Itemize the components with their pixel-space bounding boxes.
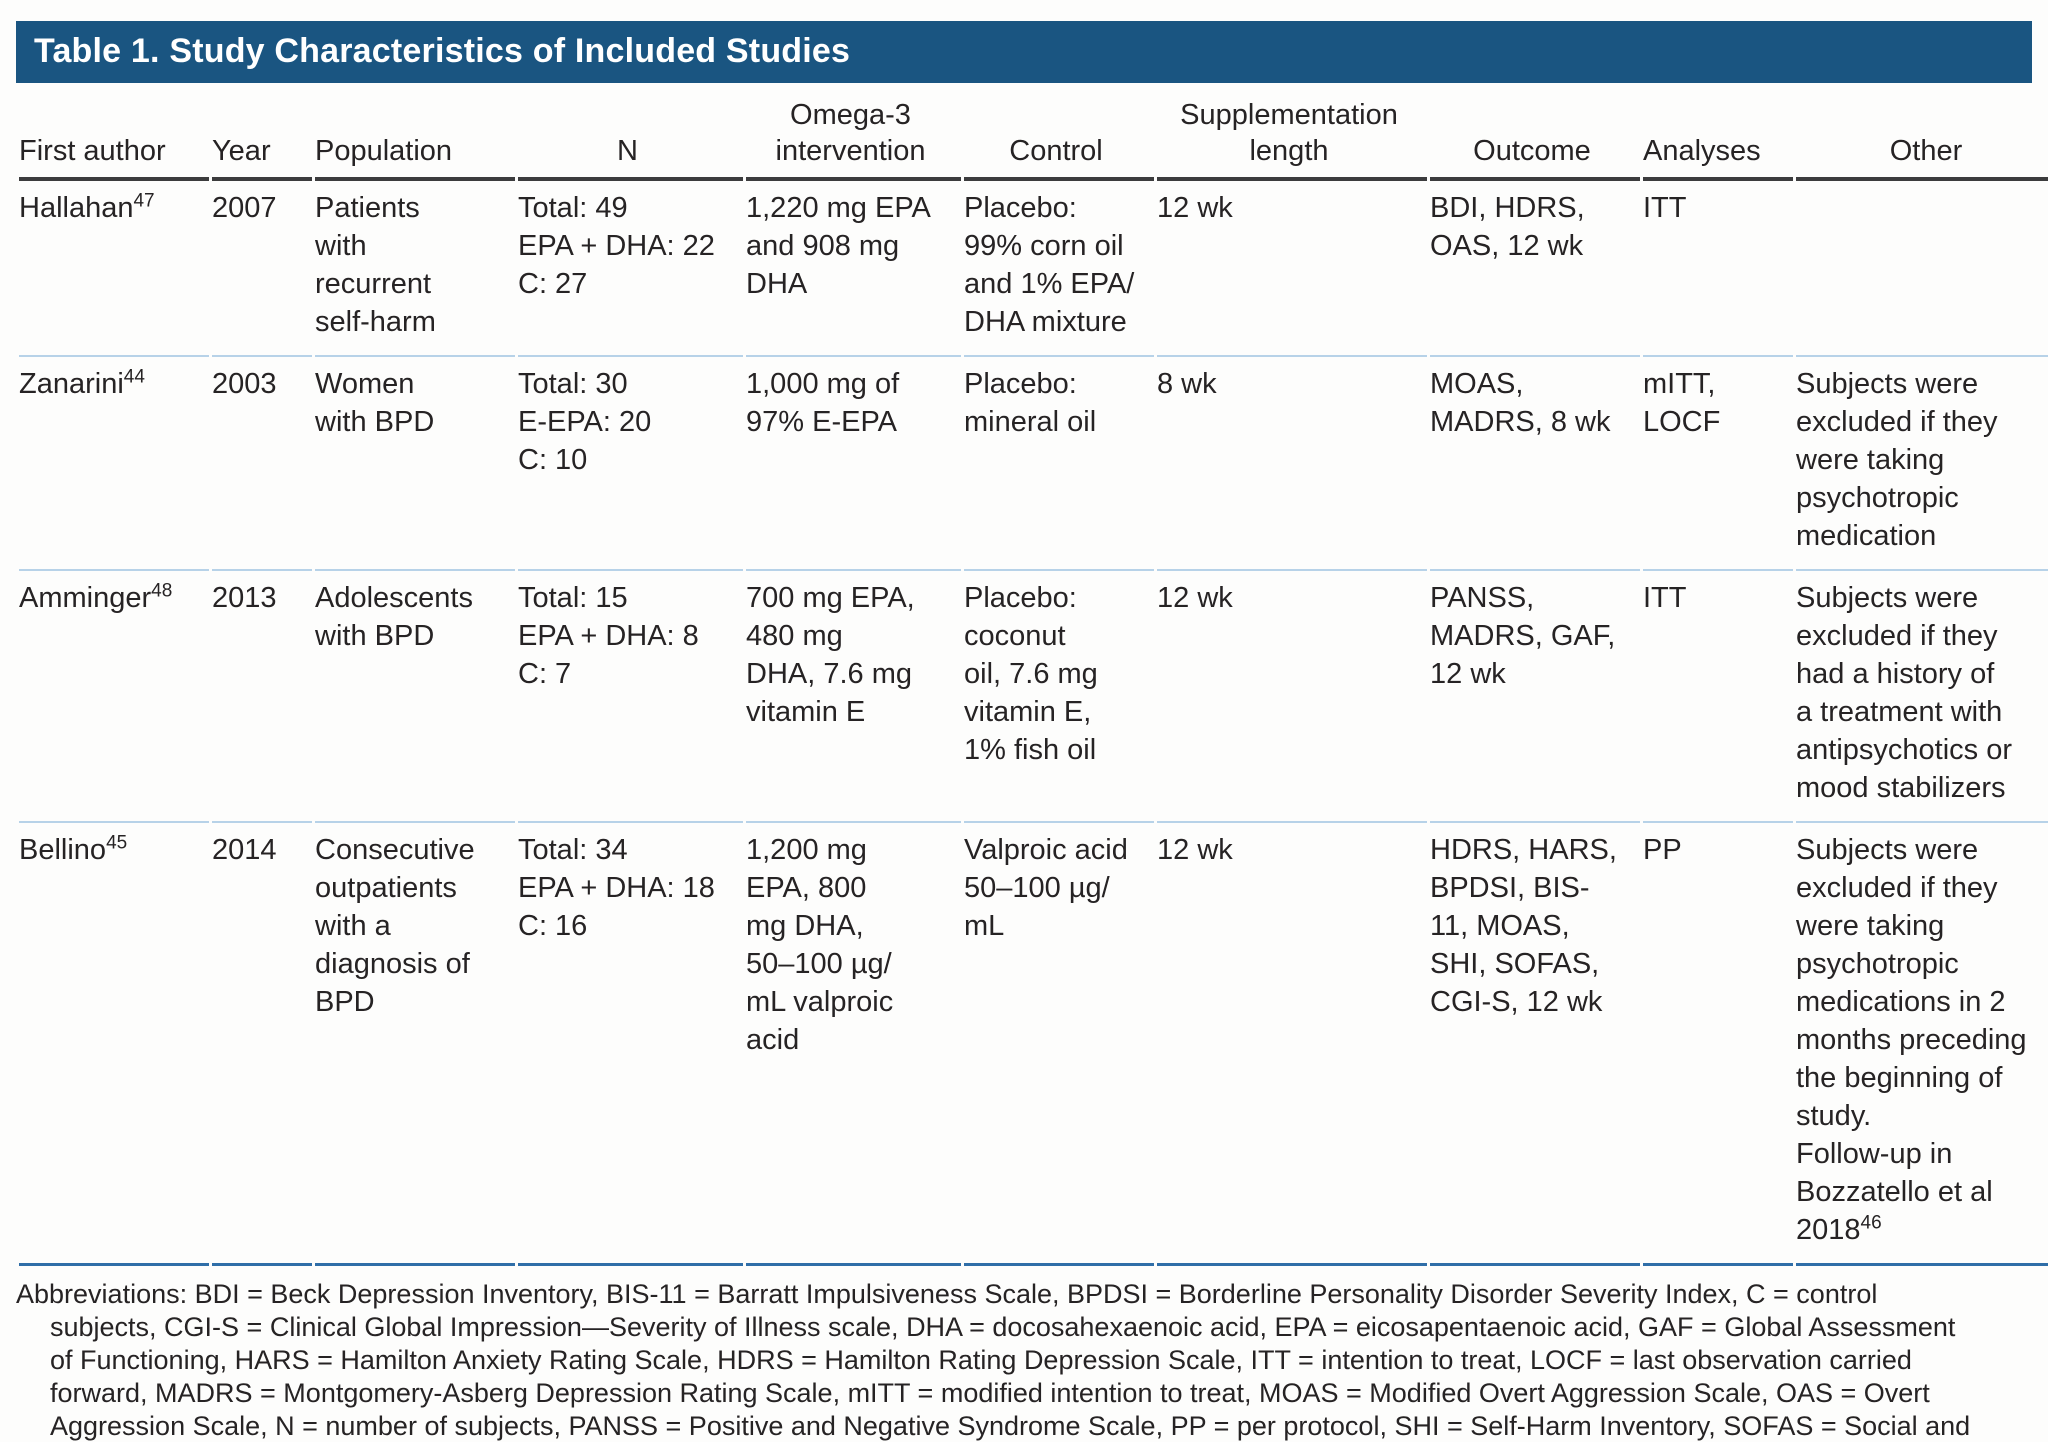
first-author-text: Hallahan: [19, 192, 134, 224]
cell-n: Total: 49 EPA + DHA: 22 C: 27: [518, 181, 743, 357]
cell-supplementation-length: 12 wk: [1157, 181, 1427, 357]
cell-intervention: 1,200 mg EPA, 800 mg DHA, 50–100 µg/ mL …: [746, 823, 961, 1266]
header-row: First author Year Population N Omega-3 i…: [19, 91, 2048, 181]
cell-n: Total: 15 EPA + DHA: 8 C: 7: [518, 571, 743, 823]
cell-other: [1796, 181, 2048, 357]
reference-superscript: 44: [123, 366, 145, 388]
reference-superscript: 46: [1860, 1212, 1882, 1234]
other-text: Subjects were excluded if they were taki…: [1796, 834, 2027, 1246]
cell-intervention: 1,000 mg of 97% E-EPA: [746, 357, 961, 571]
column-header-n: N: [518, 91, 743, 181]
column-header-analyses: Analyses: [1643, 91, 1793, 181]
table-row-hallahan: Hallahan47 2007 Patients with recurrent …: [19, 181, 2048, 357]
cell-outcome: MOAS, MADRS, 8 wk: [1430, 357, 1640, 571]
cell-control: Placebo: coconut oil, 7.6 mg vitamin E, …: [964, 571, 1154, 823]
table-row-amminger: Amminger48 2013 Adolescents with BPD Tot…: [19, 571, 2048, 823]
cell-first-author: Bellino45: [19, 823, 209, 1266]
cell-analyses: mITT, LOCF: [1643, 357, 1793, 571]
cell-control: Placebo: 99% corn oil and 1% EPA/ DHA mi…: [964, 181, 1154, 357]
column-header-other: Other: [1796, 91, 2048, 181]
cell-supplementation-length: 8 wk: [1157, 357, 1427, 571]
cell-population: Patients with recurrent self-harm: [315, 181, 515, 357]
cell-analyses: ITT: [1643, 181, 1793, 357]
cell-outcome: PANSS, MADRS, GAF, 12 wk: [1430, 571, 1640, 823]
abbreviations-footnote: Abbreviations: BDI = Beck Depression Inv…: [16, 1279, 1971, 1441]
cell-intervention: 700 mg EPA, 480 mg DHA, 7.6 mg vitamin E: [746, 571, 961, 823]
table-row-bellino: Bellino45 2014 Consecutive outpatients w…: [19, 823, 2048, 1266]
reference-superscript: 47: [133, 190, 155, 212]
cell-population: Women with BPD: [315, 357, 515, 571]
reference-superscript: 45: [106, 832, 128, 854]
column-header-year: Year: [212, 91, 312, 181]
cell-other: Subjects were excluded if they were taki…: [1796, 357, 2048, 571]
cell-first-author: Hallahan47: [19, 181, 209, 357]
cell-control: Valproic acid 50–100 µg/ mL: [964, 823, 1154, 1266]
column-header-supplementation-length: Supplementation length: [1157, 91, 1427, 181]
column-header-omega3-intervention: Omega-3 intervention: [746, 91, 961, 181]
table-row-zanarini: Zanarini44 2003 Women with BPD Total: 30…: [19, 357, 2048, 571]
cell-outcome: BDI, HDRS, OAS, 12 wk: [1430, 181, 1640, 357]
cell-year: 2007: [212, 181, 312, 357]
cell-control: Placebo: mineral oil: [964, 357, 1154, 571]
column-header-control: Control: [964, 91, 1154, 181]
cell-other: Subjects were excluded if they had a his…: [1796, 571, 2048, 823]
first-author-text: Amminger: [19, 582, 152, 614]
study-characteristics-table: First author Year Population N Omega-3 i…: [16, 91, 2048, 1266]
cell-supplementation-length: 12 wk: [1157, 823, 1427, 1266]
column-header-population: Population: [315, 91, 515, 181]
cell-year: 2014: [212, 823, 312, 1266]
cell-population: Adolescents with BPD: [315, 571, 515, 823]
first-author-text: Zanarini: [19, 368, 124, 400]
cell-analyses: ITT: [1643, 571, 1793, 823]
column-header-first-author: First author: [19, 91, 209, 181]
column-header-outcome: Outcome: [1430, 91, 1640, 181]
first-author-text: Bellino: [19, 834, 107, 866]
cell-n: Total: 34 EPA + DHA: 18 C: 16: [518, 823, 743, 1266]
cell-year: 2003: [212, 357, 312, 571]
cell-supplementation-length: 12 wk: [1157, 571, 1427, 823]
cell-year: 2013: [212, 571, 312, 823]
reference-superscript: 48: [151, 580, 173, 602]
table-title: Table 1. Study Characteristics of Includ…: [16, 21, 2032, 83]
cell-intervention: 1,220 mg EPA and 908 mg DHA: [746, 181, 961, 357]
cell-other: Subjects were excluded if they were taki…: [1796, 823, 2048, 1266]
cell-first-author: Amminger48: [19, 571, 209, 823]
cell-n: Total: 30 E-EPA: 20 C: 10: [518, 357, 743, 571]
cell-population: Consecutive outpatients with a diagnosis…: [315, 823, 515, 1266]
cell-analyses: PP: [1643, 823, 1793, 1266]
cell-first-author: Zanarini44: [19, 357, 209, 571]
cell-outcome: HDRS, HARS, BPDSI, BIS- 11, MOAS, SHI, S…: [1430, 823, 1640, 1266]
